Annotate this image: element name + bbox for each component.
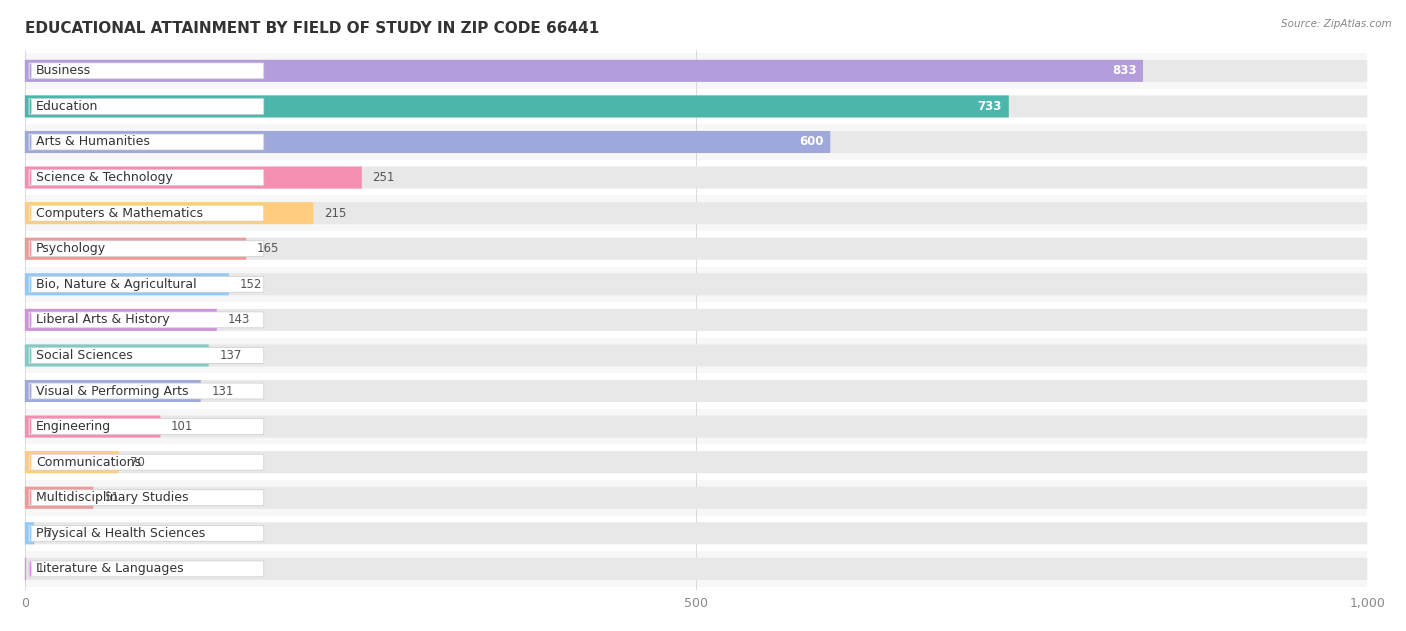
FancyBboxPatch shape [25, 273, 1367, 295]
FancyBboxPatch shape [25, 60, 1367, 82]
Bar [25, 338, 1367, 373]
FancyBboxPatch shape [30, 490, 264, 505]
Text: 143: 143 [228, 314, 250, 326]
Bar [25, 160, 1367, 196]
FancyBboxPatch shape [25, 95, 1010, 117]
FancyBboxPatch shape [25, 451, 118, 473]
FancyBboxPatch shape [25, 451, 1367, 473]
Text: 215: 215 [325, 206, 346, 220]
Text: 733: 733 [977, 100, 1002, 113]
FancyBboxPatch shape [30, 561, 264, 577]
Bar [25, 480, 1367, 516]
Bar [25, 302, 1367, 338]
Text: 152: 152 [239, 278, 262, 291]
FancyBboxPatch shape [25, 345, 1367, 367]
FancyBboxPatch shape [30, 63, 264, 79]
Bar [25, 53, 1367, 88]
Text: 131: 131 [211, 384, 233, 398]
FancyBboxPatch shape [25, 95, 1367, 117]
FancyBboxPatch shape [25, 309, 1367, 331]
FancyBboxPatch shape [30, 312, 264, 327]
FancyBboxPatch shape [25, 416, 160, 438]
Text: Science & Technology: Science & Technology [37, 171, 173, 184]
FancyBboxPatch shape [25, 380, 1367, 402]
FancyBboxPatch shape [25, 167, 361, 189]
Text: Multidisciplinary Studies: Multidisciplinary Studies [37, 491, 188, 504]
Bar [25, 124, 1367, 160]
Bar [25, 551, 1367, 587]
FancyBboxPatch shape [25, 131, 1367, 153]
FancyBboxPatch shape [30, 205, 264, 221]
Text: 70: 70 [129, 456, 145, 469]
Text: Source: ZipAtlas.com: Source: ZipAtlas.com [1281, 19, 1392, 29]
Text: 165: 165 [257, 242, 280, 255]
Bar [25, 409, 1367, 444]
FancyBboxPatch shape [25, 487, 1367, 509]
Text: 51: 51 [104, 491, 120, 504]
Text: Visual & Performing Arts: Visual & Performing Arts [37, 384, 188, 398]
Bar [25, 516, 1367, 551]
Bar [25, 196, 1367, 231]
Text: Bio, Nature & Agricultural: Bio, Nature & Agricultural [37, 278, 197, 291]
Text: Engineering: Engineering [37, 420, 111, 433]
Bar [25, 231, 1367, 266]
FancyBboxPatch shape [30, 276, 264, 292]
Text: Computers & Mathematics: Computers & Mathematics [37, 206, 202, 220]
Text: EDUCATIONAL ATTAINMENT BY FIELD OF STUDY IN ZIP CODE 66441: EDUCATIONAL ATTAINMENT BY FIELD OF STUDY… [25, 21, 599, 36]
Text: Psychology: Psychology [37, 242, 107, 255]
Text: 137: 137 [219, 349, 242, 362]
Text: Liberal Arts & History: Liberal Arts & History [37, 314, 170, 326]
Bar [25, 266, 1367, 302]
Text: 251: 251 [373, 171, 395, 184]
FancyBboxPatch shape [25, 487, 93, 509]
Text: Business: Business [37, 64, 91, 78]
FancyBboxPatch shape [25, 273, 229, 295]
Text: Communications: Communications [37, 456, 141, 469]
FancyBboxPatch shape [25, 522, 34, 545]
Text: Education: Education [37, 100, 98, 113]
FancyBboxPatch shape [30, 418, 264, 435]
Bar [25, 444, 1367, 480]
FancyBboxPatch shape [25, 522, 1367, 545]
Text: 1: 1 [37, 562, 45, 575]
Text: Social Sciences: Social Sciences [37, 349, 132, 362]
FancyBboxPatch shape [30, 383, 264, 399]
Text: 600: 600 [799, 136, 824, 148]
FancyBboxPatch shape [25, 202, 1367, 224]
Bar [25, 88, 1367, 124]
Text: 101: 101 [172, 420, 194, 433]
FancyBboxPatch shape [30, 98, 264, 114]
FancyBboxPatch shape [30, 134, 264, 150]
Text: 833: 833 [1112, 64, 1136, 78]
Text: Literature & Languages: Literature & Languages [37, 562, 184, 575]
Text: Physical & Health Sciences: Physical & Health Sciences [37, 527, 205, 540]
FancyBboxPatch shape [25, 416, 1367, 438]
FancyBboxPatch shape [30, 454, 264, 470]
FancyBboxPatch shape [25, 238, 1367, 260]
FancyBboxPatch shape [25, 131, 831, 153]
Text: 7: 7 [45, 527, 52, 540]
FancyBboxPatch shape [30, 170, 264, 186]
FancyBboxPatch shape [25, 380, 201, 402]
FancyBboxPatch shape [25, 238, 246, 260]
FancyBboxPatch shape [25, 345, 208, 367]
FancyBboxPatch shape [30, 526, 264, 541]
FancyBboxPatch shape [25, 558, 1367, 580]
FancyBboxPatch shape [25, 60, 1143, 82]
Text: Arts & Humanities: Arts & Humanities [37, 136, 150, 148]
FancyBboxPatch shape [25, 167, 1367, 189]
FancyBboxPatch shape [25, 202, 314, 224]
FancyBboxPatch shape [30, 241, 264, 257]
FancyBboxPatch shape [25, 309, 217, 331]
FancyBboxPatch shape [30, 348, 264, 363]
Bar [25, 373, 1367, 409]
